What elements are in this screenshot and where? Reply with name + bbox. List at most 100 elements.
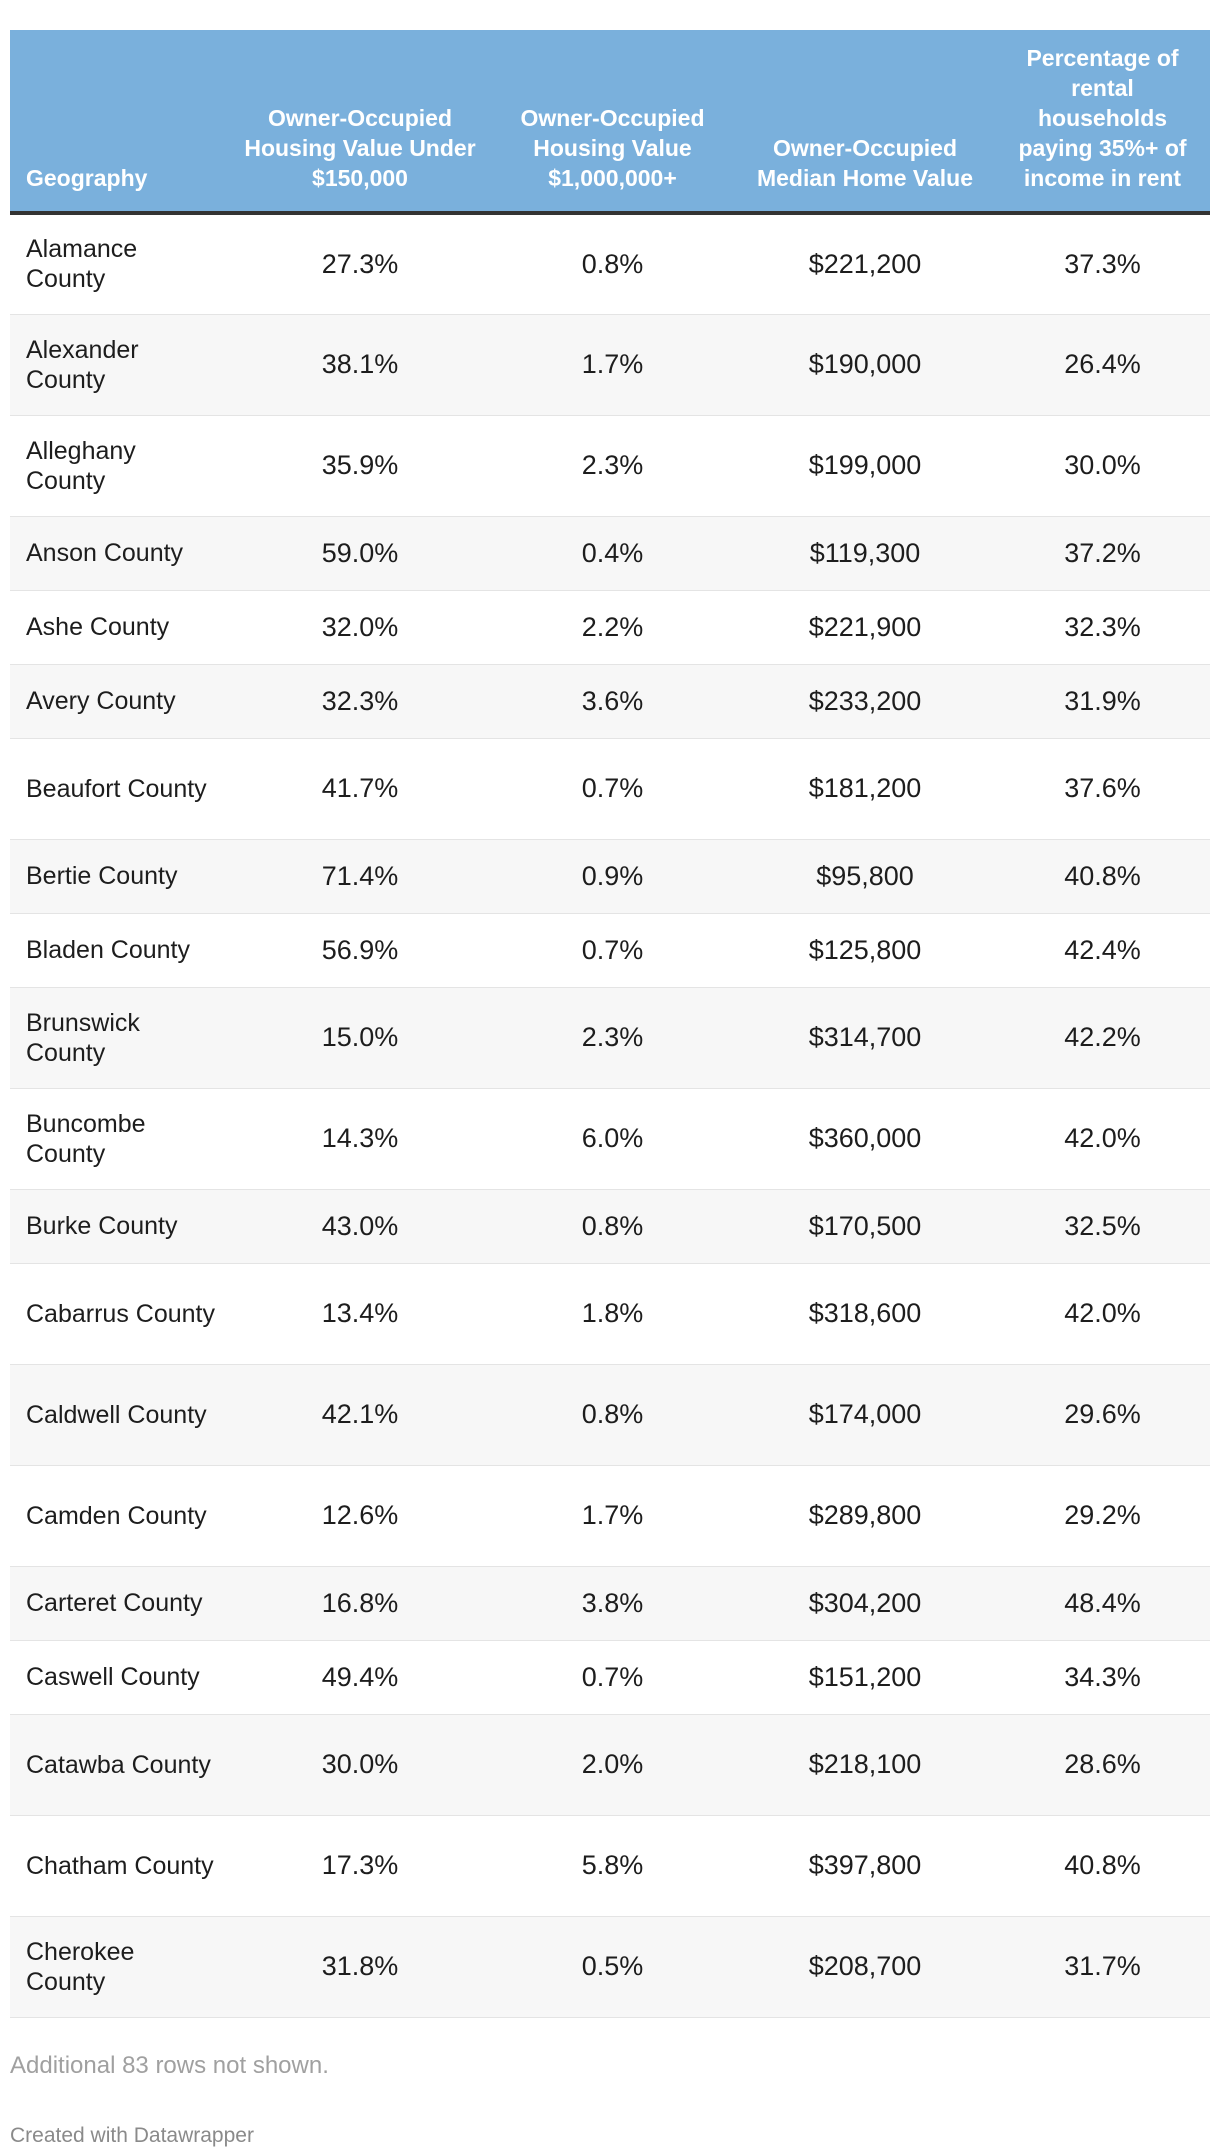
cell-1m-plus: 0.7% <box>490 738 735 840</box>
cell-rent-burden: 40.8% <box>995 839 1210 914</box>
cell-1m-plus: 0.8% <box>490 1189 735 1264</box>
table-row: Caldwell County 42.1% 0.8% $174,000 29.6% <box>10 1364 1210 1466</box>
cell-geography: Buncombe County <box>10 1088 230 1190</box>
cell-median-home-value: $289,800 <box>735 1465 995 1567</box>
cell-median-home-value: $221,900 <box>735 590 995 665</box>
table-container: Geography Owner-Occupied Housing Value U… <box>10 30 1210 2018</box>
cell-geography: Brunswick County <box>10 987 230 1089</box>
cell-under-150k: 59.0% <box>230 516 490 591</box>
cell-median-home-value: $304,200 <box>735 1566 995 1641</box>
cell-geography: Alexander County <box>10 314 230 416</box>
cell-under-150k: 38.1% <box>230 314 490 416</box>
cell-median-home-value: $199,000 <box>735 415 995 517</box>
cell-under-150k: 41.7% <box>230 738 490 840</box>
column-header-geography[interactable]: Geography <box>10 30 230 215</box>
cell-median-home-value: $181,200 <box>735 738 995 840</box>
cell-geography: Burke County <box>10 1189 230 1264</box>
cell-1m-plus: 1.7% <box>490 1465 735 1567</box>
cell-1m-plus: 0.7% <box>490 1640 735 1715</box>
cell-rent-burden: 37.3% <box>995 213 1210 315</box>
column-header-1m-plus[interactable]: Owner-Occupied Housing Value $1,000,000+ <box>490 30 735 215</box>
cell-median-home-value: $218,100 <box>735 1714 995 1816</box>
header-row: Geography Owner-Occupied Housing Value U… <box>10 30 1210 215</box>
cell-1m-plus: 0.4% <box>490 516 735 591</box>
cell-1m-plus: 2.3% <box>490 415 735 517</box>
cell-under-150k: 13.4% <box>230 1263 490 1365</box>
cell-geography: Bladen County <box>10 913 230 988</box>
cell-geography: Camden County <box>10 1465 230 1567</box>
table-row: Beaufort County 41.7% 0.7% $181,200 37.6% <box>10 738 1210 840</box>
table-notes: Additional 83 rows not shown. <box>10 2052 329 2079</box>
cell-1m-plus: 1.8% <box>490 1263 735 1365</box>
cell-rent-burden: 26.4% <box>995 314 1210 416</box>
cell-geography: Bertie County <box>10 839 230 914</box>
cell-geography: Cherokee County <box>10 1916 230 2018</box>
table-row: Chatham County 17.3% 5.8% $397,800 40.8% <box>10 1815 1210 1917</box>
table-row: Carteret County 16.8% 3.8% $304,200 48.4% <box>10 1566 1210 1641</box>
cell-1m-plus: 2.0% <box>490 1714 735 1816</box>
cell-median-home-value: $208,700 <box>735 1916 995 2018</box>
cell-median-home-value: $221,200 <box>735 213 995 315</box>
cell-under-150k: 35.9% <box>230 415 490 517</box>
cell-1m-plus: 5.8% <box>490 1815 735 1917</box>
cell-under-150k: 30.0% <box>230 1714 490 1816</box>
cell-geography: Alamance County <box>10 213 230 315</box>
cell-rent-burden: 42.2% <box>995 987 1210 1089</box>
cell-median-home-value: $151,200 <box>735 1640 995 1715</box>
cell-rent-burden: 31.7% <box>995 1916 1210 2018</box>
cell-1m-plus: 1.7% <box>490 314 735 416</box>
column-header-under-150k[interactable]: Owner-Occupied Housing Value Under $150,… <box>230 30 490 215</box>
cell-rent-burden: 31.9% <box>995 664 1210 739</box>
cell-under-150k: 14.3% <box>230 1088 490 1190</box>
cell-1m-plus: 0.8% <box>490 1364 735 1466</box>
cell-rent-burden: 37.2% <box>995 516 1210 591</box>
cell-under-150k: 16.8% <box>230 1566 490 1641</box>
cell-rent-burden: 29.2% <box>995 1465 1210 1567</box>
cell-rent-burden: 42.4% <box>995 913 1210 988</box>
cell-median-home-value: $397,800 <box>735 1815 995 1917</box>
cell-under-150k: 12.6% <box>230 1465 490 1567</box>
cell-geography: Anson County <box>10 516 230 591</box>
cell-rent-burden: 42.0% <box>995 1088 1210 1190</box>
cell-1m-plus: 2.3% <box>490 987 735 1089</box>
cell-1m-plus: 3.6% <box>490 664 735 739</box>
cell-rent-burden: 40.8% <box>995 1815 1210 1917</box>
cell-under-150k: 42.1% <box>230 1364 490 1466</box>
column-header-median-home-value[interactable]: Owner-Occupied Median Home Value <box>735 30 995 215</box>
column-header-rent-burden[interactable]: Percentage of rental households paying 3… <box>995 30 1210 215</box>
cell-1m-plus: 2.2% <box>490 590 735 665</box>
cell-under-150k: 27.3% <box>230 213 490 315</box>
table-header: Geography Owner-Occupied Housing Value U… <box>10 30 1210 215</box>
cell-rent-burden: 28.6% <box>995 1714 1210 1816</box>
cell-under-150k: 32.0% <box>230 590 490 665</box>
cell-median-home-value: $174,000 <box>735 1364 995 1466</box>
table-row: Brunswick County 15.0% 2.3% $314,700 42.2% <box>10 987 1210 1089</box>
table-body: Alamance County 27.3% 0.8% $221,200 37.3% Ale… <box>10 213 1210 2018</box>
cell-median-home-value: $119,300 <box>735 516 995 591</box>
cell-under-150k: 15.0% <box>230 987 490 1089</box>
cell-geography: Ashe County <box>10 590 230 665</box>
cell-1m-plus: 0.9% <box>490 839 735 914</box>
cell-median-home-value: $125,800 <box>735 913 995 988</box>
cell-under-150k: 49.4% <box>230 1640 490 1715</box>
cell-geography: Carteret County <box>10 1566 230 1641</box>
cell-under-150k: 31.8% <box>230 1916 490 2018</box>
cell-rent-burden: 32.5% <box>995 1189 1210 1264</box>
table-row: Buncombe County 14.3% 6.0% $360,000 42.0% <box>10 1088 1210 1190</box>
cell-rent-burden: 32.3% <box>995 590 1210 665</box>
datawrapper-credit[interactable]: Created with Datawrapper <box>10 2124 254 2147</box>
cell-median-home-value: $95,800 <box>735 839 995 914</box>
cell-rent-burden: 30.0% <box>995 415 1210 517</box>
table-row: Catawba County 30.0% 2.0% $218,100 28.6% <box>10 1714 1210 1816</box>
cell-median-home-value: $233,200 <box>735 664 995 739</box>
cell-under-150k: 56.9% <box>230 913 490 988</box>
table-row: Caswell County 49.4% 0.7% $151,200 34.3% <box>10 1640 1210 1715</box>
cell-1m-plus: 0.8% <box>490 213 735 315</box>
cell-under-150k: 32.3% <box>230 664 490 739</box>
cell-geography: Caldwell County <box>10 1364 230 1466</box>
table-row: Alamance County 27.3% 0.8% $221,200 37.3% <box>10 213 1210 315</box>
table-row: Anson County 59.0% 0.4% $119,300 37.2% <box>10 516 1210 591</box>
cell-median-home-value: $190,000 <box>735 314 995 416</box>
cell-median-home-value: $170,500 <box>735 1189 995 1264</box>
table-row: Camden County 12.6% 1.7% $289,800 29.2% <box>10 1465 1210 1567</box>
